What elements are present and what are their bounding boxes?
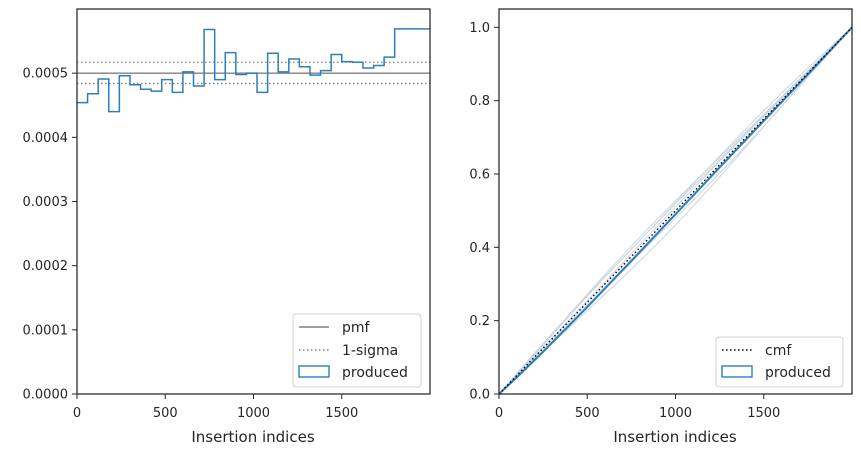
left-y-ticks: 0.0000 0.0001 0.0002 0.0003 0.0004 0.0005 <box>23 67 77 403</box>
right-x-ticks: 0 500 1000 1500 <box>495 394 780 421</box>
right-legend-box <box>715 336 844 388</box>
cmf-line-group <box>498 26 853 395</box>
right-y-tick-label: 0.4 <box>469 241 490 256</box>
legend-sigma-label: 1-sigma <box>342 343 398 359</box>
right-panel: 0 500 1000 1500 0.0 0.2 0.4 0.6 0.8 1.0 Insertio… <box>469 8 853 446</box>
right-y-tick-label: 1.0 <box>469 21 490 36</box>
right-axes-frame <box>498 8 853 395</box>
left-x-tick-label: 0 <box>73 406 81 421</box>
left-legend: pmf 1-sigma produced <box>292 313 422 388</box>
produced-step-line <box>77 28 430 113</box>
right-x-tick-label: 1500 <box>747 406 780 421</box>
right-y-tick-label: 0.0 <box>469 388 490 403</box>
left-y-tick-label: 0.0003 <box>23 195 69 210</box>
right-plot-area <box>499 9 852 394</box>
faint-sample-line <box>498 26 853 395</box>
right-x-tick-label: 1000 <box>659 406 692 421</box>
left-y-tick-label: 0.0001 <box>23 323 69 338</box>
sigma-lines <box>77 61 430 85</box>
left-x-tick-label: 500 <box>153 406 178 421</box>
legend-cmf-label: cmf <box>765 343 792 359</box>
left-x-ticks: 0 500 1000 1500 <box>73 394 358 421</box>
left-y-tick-label: 0.0005 <box>23 67 69 82</box>
left-axes-frame <box>76 8 431 395</box>
left-x-tick-label: 1000 <box>237 406 270 421</box>
right-legend: cmf produced <box>715 336 844 388</box>
cmf-line <box>498 26 853 395</box>
legend-pmf-label: pmf <box>342 320 371 336</box>
right-y-tick-label: 0.6 <box>469 168 490 183</box>
legend-produced-label: produced <box>342 365 408 381</box>
left-y-tick-label: 0.0000 <box>23 388 69 403</box>
right-y-ticks: 0.0 0.2 0.4 0.6 0.8 1.0 <box>469 21 499 403</box>
right-y-tick-label: 0.8 <box>469 94 490 109</box>
right-x-axis-title: Insertion indices <box>613 428 736 446</box>
produced-cumulative-line <box>498 26 853 395</box>
left-x-axis-title: Insertion indices <box>191 428 314 446</box>
right-x-tick-label: 500 <box>575 406 600 421</box>
left-panel: 0 500 1000 1500 0.00000.00010.00020.00030.0… <box>23 8 431 446</box>
legend-produced-label-right: produced <box>765 365 831 381</box>
left-y-tick-label: 0.0002 <box>23 259 69 274</box>
produced-step-group <box>77 28 430 113</box>
left-legend-box <box>292 313 422 388</box>
left-x-tick-label: 1500 <box>325 406 358 421</box>
produced-cumulative-group <box>498 26 853 395</box>
right-y-tick-label: 0.2 <box>469 314 490 329</box>
faint-sample-line <box>498 26 853 395</box>
right-x-tick-label: 0 <box>495 406 503 421</box>
legend-produced-swatch <box>298 365 330 378</box>
left-y-tick-label: 0.0004 <box>23 131 69 146</box>
legend-produced-swatch-right <box>721 365 753 378</box>
